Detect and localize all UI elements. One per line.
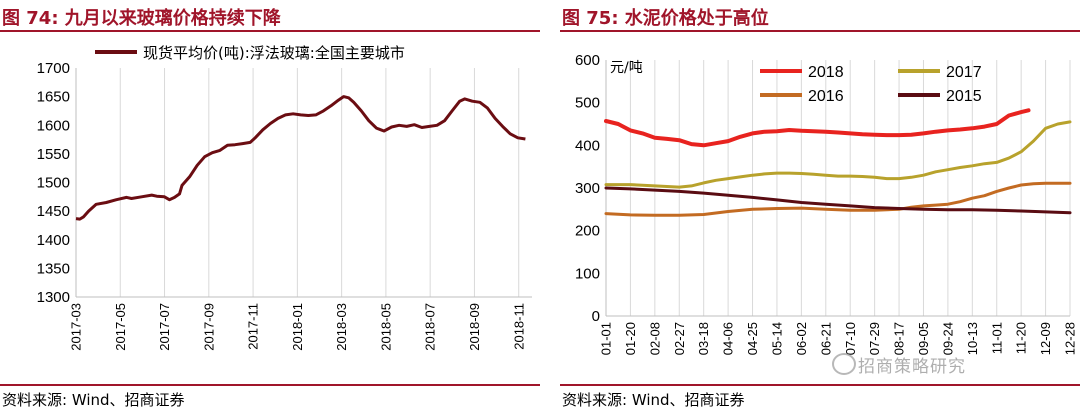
x-tick-label: 12-28	[1063, 322, 1078, 355]
title-rule	[560, 30, 1080, 32]
series-line-2016	[604, 181, 1072, 217]
wechat-icon	[832, 353, 856, 375]
y-tick-label: 1450	[37, 203, 70, 220]
y-tick-label: 1600	[37, 117, 70, 134]
x-tick-label: 2017-05	[113, 303, 128, 351]
glass-price-chart: 1700165016001550150014501400135013002017…	[37, 44, 532, 351]
cement-price-chart: 600 500 400 300 200 100 001-01 01-20 02-08 02-27 0…	[575, 52, 1078, 355]
legend-label: 2018	[808, 64, 844, 81]
y-tick-label: 1300	[37, 289, 70, 306]
x-tick-label: 2017-07	[157, 303, 172, 351]
x-tick-label: 01-01	[599, 322, 614, 355]
x-tick-label: 09-24	[940, 322, 955, 355]
x-tick-label: 08-17	[892, 322, 907, 355]
x-tick-label: 05-14	[769, 322, 784, 355]
x-tick-label: 04-25	[745, 322, 760, 355]
watermark: 招商策略研究	[858, 357, 966, 377]
x-tick-label: 2018-11	[511, 303, 526, 350]
figure-75-panel: 图 75: 水泥价格处于高位 600 500 400 300 200 100 0 01-01 0…	[560, 0, 1080, 414]
x-tick-label: 2018-05	[378, 303, 393, 351]
x-tick-label: 11-01	[989, 322, 1004, 354]
y-tick-label: 400	[575, 137, 600, 154]
y-tick-label: 0	[592, 308, 600, 325]
legend-label: 2016	[808, 88, 844, 105]
x-tick-label: 06-21	[818, 322, 833, 355]
x-tick-label: 2017-03	[69, 303, 84, 351]
series-line-2015	[604, 186, 1072, 215]
y-tick-label: 1650	[37, 89, 70, 106]
x-tick-label: 2018-07	[423, 303, 438, 351]
title-rule	[0, 30, 540, 32]
x-tick-label: 03-18	[696, 322, 711, 355]
y-tick-label: 1700	[37, 60, 70, 77]
y-tick-label: 300	[575, 180, 600, 197]
x-tick-label: 07-29	[867, 322, 882, 355]
x-tick-label: 07-10	[843, 322, 858, 355]
x-tick-label: 2018-03	[334, 303, 349, 351]
y-tick-label: 600	[575, 52, 600, 69]
x-tick-label: 2017-09	[201, 303, 216, 351]
x-tick-label: 2018-01	[290, 303, 305, 351]
x-tick-label: 10-13	[965, 322, 980, 355]
y-tick-label: 1550	[37, 146, 70, 163]
y-axis-unit: 元/吨	[610, 60, 643, 76]
x-tick-label: 2017-11	[246, 303, 261, 350]
y-tick-label: 500	[575, 95, 600, 112]
source-note: 资料来源: Wind、招商证券	[2, 391, 185, 409]
source-note: 资料来源: Wind、招商证券	[562, 391, 745, 409]
x-tick-label: 01-20	[623, 322, 638, 355]
y-tick-label: 100	[575, 265, 600, 282]
x-tick-label: 04-06	[721, 322, 736, 355]
source-rule	[560, 384, 1080, 386]
legend-label: 2015	[946, 88, 982, 105]
series-line-2018	[604, 108, 1031, 148]
figure-74-panel: 图 74: 九月以来玻璃价格持续下降 1700 1650 1600 1550 1500 1…	[0, 8, 540, 409]
legend-label: 现货平均价(吨):浮法玻璃:全国主要城市	[143, 44, 405, 62]
y-tick-label: 200	[575, 223, 600, 240]
y-tick-label: 1350	[37, 260, 70, 277]
x-tick-label: 06-02	[794, 322, 809, 355]
x-tick-label: 02-27	[672, 322, 687, 355]
x-tick-label: 2018-09	[467, 303, 482, 351]
series-line-2017	[604, 120, 1072, 189]
x-tick-label: 02-08	[647, 322, 662, 355]
x-tick-label: 09-05	[916, 322, 931, 355]
x-tick-label: 12-09	[1038, 322, 1053, 355]
figure-title: 图 75: 水泥价格处于高位	[562, 8, 769, 29]
source-rule	[0, 384, 540, 386]
y-tick-label: 1500	[37, 175, 70, 192]
series-line-glass-price	[75, 95, 526, 221]
y-tick-label: 1400	[37, 232, 70, 249]
x-tick-label: 11-20	[1014, 322, 1029, 354]
figure-title: 图 74: 九月以来玻璃价格持续下降	[2, 8, 281, 29]
legend-label: 2017	[946, 64, 982, 81]
